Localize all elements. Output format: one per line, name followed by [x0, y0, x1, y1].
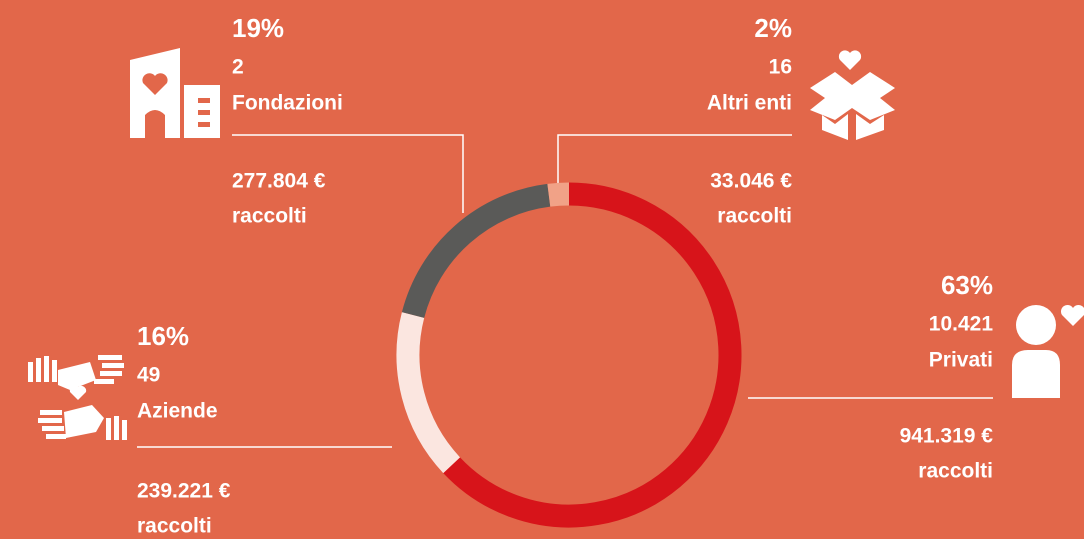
amount-label: 941.319 € [900, 425, 994, 448]
donut-segment [443, 182, 742, 528]
amount-caption: raccolti [137, 515, 212, 538]
category-label: Altri enti [707, 92, 792, 115]
donut-segment [401, 183, 551, 318]
category-label: Aziende [137, 400, 218, 423]
person-icon [1012, 304, 1084, 398]
leader-line [557, 134, 792, 183]
donut-segment [396, 312, 461, 474]
hands-icon [28, 355, 127, 440]
percent-label: 63% [941, 270, 993, 300]
box-icon [810, 50, 895, 140]
count-label: 2 [232, 56, 244, 79]
amount-caption: raccolti [918, 460, 993, 483]
count-label: 49 [137, 364, 160, 387]
amount-label: 33.046 € [710, 170, 792, 193]
category-label: Privati [929, 349, 993, 372]
building-icon [130, 48, 220, 138]
percent-label: 16% [137, 321, 189, 351]
percent-label: 19% [232, 13, 284, 43]
amount-label: 277.804 € [232, 170, 326, 193]
amount-caption: raccolti [717, 205, 792, 228]
percent-label: 2% [754, 13, 792, 43]
leader-line [232, 134, 464, 213]
count-label: 16 [769, 56, 792, 79]
donut-segment [547, 182, 570, 207]
amount-label: 239.221 € [137, 480, 231, 503]
amount-caption: raccolti [232, 205, 307, 228]
count-label: 10.421 [929, 313, 994, 336]
category-label: Fondazioni [232, 92, 343, 115]
